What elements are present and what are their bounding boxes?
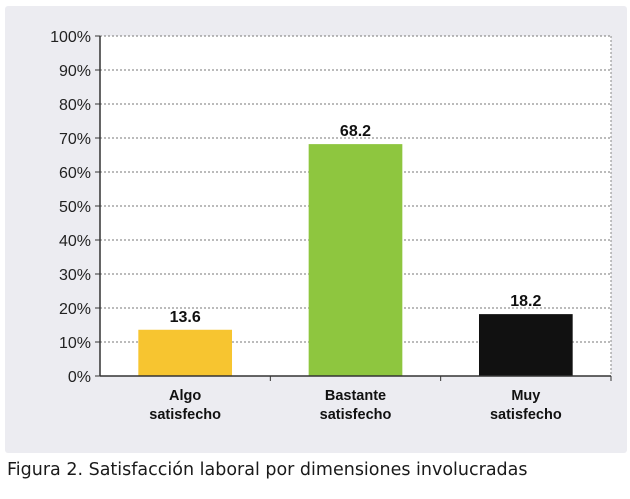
figure-caption: Figura 2. Satisfacción laboral por dimen… [7, 460, 528, 480]
x-tick-label: satisfecho [320, 407, 392, 423]
x-tick-label: satisfecho [149, 407, 221, 423]
y-tick-label: 30% [59, 267, 91, 284]
y-tick-label: 100% [50, 29, 91, 46]
chart-figure: 0% 10% 20% 30% 40% 50% 60% 70% 80% 90% 100% 13.6 Alg… [5, 6, 627, 453]
labels: 0% 10% 20% 30% 40% 50% 60% 70% 80% 90% 100% 13.6 Alg… [50, 29, 562, 423]
data-label: 68.2 [340, 123, 371, 140]
bar [138, 329, 233, 376]
x-tick-label: Muy [511, 388, 540, 404]
y-tick-label: 10% [59, 335, 91, 352]
x-tick-label: satisfecho [490, 407, 562, 423]
y-tick-label: 0% [68, 369, 91, 386]
data-label: 13.6 [170, 309, 201, 326]
x-tick-label: Algo [169, 388, 201, 404]
axes [95, 35, 612, 381]
bar [308, 144, 403, 376]
y-tick-label: 50% [59, 199, 91, 216]
bars [138, 144, 573, 376]
x-tick-label: Bastante [325, 388, 386, 404]
y-tick-label: 70% [59, 131, 91, 148]
bar-chart: 0% 10% 20% 30% 40% 50% 60% 70% 80% 90% 100% 13.6 Alg… [50, 29, 612, 423]
data-label: 18.2 [510, 293, 541, 310]
y-tick-label: 60% [59, 165, 91, 182]
y-tick-label: 90% [59, 63, 91, 80]
y-tick-label: 80% [59, 97, 91, 114]
bar [478, 314, 573, 376]
y-tick-label: 40% [59, 233, 91, 250]
y-tick-label: 20% [59, 301, 91, 318]
